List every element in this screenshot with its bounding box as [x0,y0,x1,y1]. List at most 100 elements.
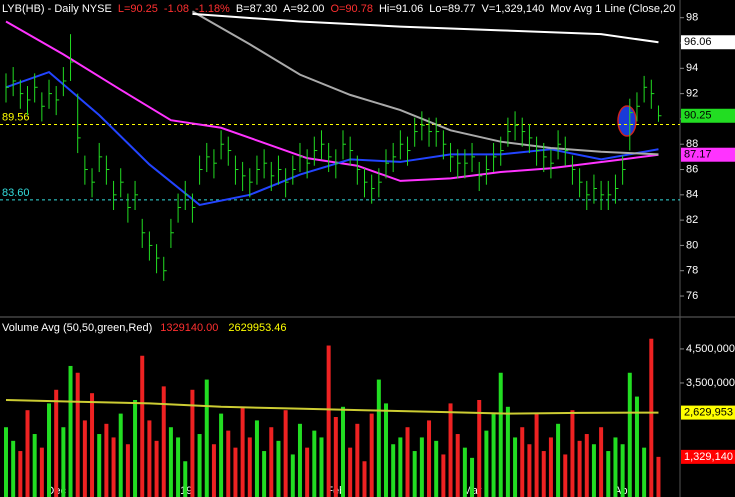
volume-bar [75,372,80,497]
volume-bar [147,420,152,497]
volume-bar [269,427,274,497]
volume-bar [290,454,295,497]
volume-bar [455,434,460,497]
volume-bar [613,437,618,497]
volume-bar [376,379,381,497]
header-text: -1.18% [195,3,230,15]
volume-bar [362,461,367,497]
volume-bar [570,410,575,497]
header-text: Lo=89.77 [429,3,475,15]
volume-bar [97,434,102,497]
header-text: A=92.00 [283,3,324,15]
volume-bar [161,386,166,497]
volume-bar [634,396,639,497]
volume-bar [276,440,281,497]
last-value-label: 96.06 [684,36,712,48]
volume-bar [54,389,59,497]
last-value-label: 2,629,953 [684,406,733,418]
volume-bar [68,365,73,497]
volume-bar [441,454,446,497]
volume-title: Volume Avg (50,50,green,Red) [2,322,152,334]
volume-bar [283,410,288,497]
y-tick-label: 4,500,000 [686,343,735,355]
volume-bar [405,427,410,497]
volume-bar [412,451,417,497]
volume-bar [247,437,252,497]
last-value-box [681,147,735,162]
volume-bar [348,447,353,497]
volume-bar [577,440,582,497]
volume-bar [32,434,37,497]
y-tick-label: 80 [686,239,698,251]
header-text: B=87.30 [236,3,277,15]
volume-bar [226,430,231,497]
volume-bar [305,447,310,497]
y-tick-label: 78 [686,265,698,277]
volume-bar [183,461,188,497]
volume-bar [61,427,66,497]
volume-bar [240,406,245,497]
volume-bar [355,423,360,497]
volume-bar [642,447,647,497]
volume-bar [649,338,654,497]
volume-bar [462,447,467,497]
header-text: V=1,329,140 [481,3,544,15]
volume-bar [656,456,661,497]
volume-bar [133,399,138,497]
y-tick-label: 3,500,000 [686,377,735,389]
y-tick-label: 98 [686,12,698,24]
volume-bar [104,423,109,497]
volume-bar [620,444,625,497]
header-text: Mov Avg 1 Line (Close,20 [550,3,675,15]
series-line [192,12,659,44]
volume-bar [599,427,604,497]
volume-subtitle: 1329140.00 [160,322,218,334]
volume-bar [312,430,317,497]
y-tick-label: 88 [686,138,698,150]
volume-bar [319,437,324,497]
volume-bar [534,413,539,497]
volume-bar [484,430,489,497]
volume-bar [297,423,302,497]
volume-bar [262,451,267,497]
volume-bar [219,413,224,497]
volume-subtitle: 2629953.46 [228,322,286,334]
volume-bar [4,427,8,497]
volume-bar [211,444,216,497]
last-value-box [681,405,735,420]
volume-bar [39,447,44,497]
y-tick-label: 84 [686,189,698,201]
header-text: -1.08 [164,3,189,15]
volume-bar [90,393,95,497]
volume-bar [505,406,510,497]
volume-bar [498,372,503,497]
header-text: LYB(HB) - Daily NYSE [2,3,112,15]
volume-bar [18,451,23,497]
volume-bar [340,406,345,497]
volume-bar [556,423,561,497]
last-value-label: 87.17 [684,149,712,161]
volume-bar [391,444,396,497]
series-line [5,70,659,207]
last-value-label: 1,329,140 [684,451,733,463]
last-value-label: 90.25 [684,110,712,122]
volume-bar [448,403,453,497]
highlight-ellipse [617,105,637,137]
level-label: 89.56 [2,111,30,123]
y-tick-label: 82 [686,214,698,226]
volume-bar [154,440,159,497]
last-value-box [681,35,735,50]
volume-bar [384,403,389,497]
volume-bar [419,437,424,497]
volume-bar [520,427,525,497]
volume-bar [82,420,87,497]
header-text: Hi=91.06 [379,3,423,15]
volume-bar [47,403,52,497]
volume-bar [627,372,632,497]
series-line [5,398,659,415]
level-label: 83.60 [2,187,30,199]
volume-bar [584,434,589,497]
volume-bar [333,417,338,497]
